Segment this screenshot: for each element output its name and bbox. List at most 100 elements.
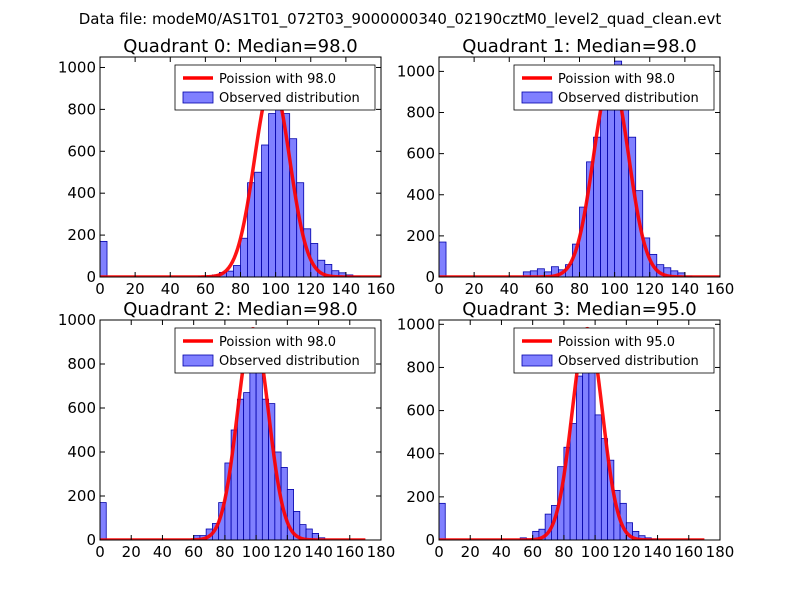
legend: Poission with 98.0 Observed distribution bbox=[513, 64, 715, 111]
subplot-quadrant-1: 0 20 40 60 80 100 120 140 160 0 200 400 600 800 1000 Qu… bbox=[397, 36, 735, 298]
x-tick-label: 60 bbox=[196, 280, 215, 298]
histogram-bar bbox=[439, 241, 447, 277]
legend-hist-label: Observed distribution bbox=[219, 354, 360, 369]
legend: Poission with 98.0 Observed distribution bbox=[174, 327, 376, 374]
x-tick-label: 80 bbox=[554, 543, 573, 561]
histogram-bar bbox=[255, 367, 263, 540]
histogram-bar bbox=[582, 362, 590, 540]
x-tick-label: 0 bbox=[434, 543, 444, 561]
y-tick-label: 400 bbox=[406, 186, 435, 204]
y-tick-label: 0 bbox=[425, 531, 435, 549]
poisson-curve bbox=[439, 326, 706, 540]
histogram-bar bbox=[243, 392, 251, 540]
y-tick-label: 0 bbox=[86, 268, 96, 286]
axes-frame bbox=[99, 319, 382, 541]
histogram-bar bbox=[100, 240, 108, 277]
y-tick-label: 800 bbox=[406, 358, 435, 376]
legend-hist-swatch bbox=[182, 354, 214, 367]
subplots-grid: 0 20 40 60 80 100 120 140 16002004006008001000Qu… bbox=[58, 36, 735, 561]
x-tick-label: 100 bbox=[242, 543, 271, 561]
histogram-bar bbox=[226, 270, 234, 277]
x-tick-label: 100 bbox=[581, 543, 610, 561]
x-tick-label: 60 bbox=[523, 543, 542, 561]
x-tick-label: 0 bbox=[95, 543, 105, 561]
x-tick-label: 180 bbox=[706, 543, 735, 561]
histogram-bar bbox=[607, 93, 616, 277]
histogram-bar bbox=[439, 502, 446, 540]
legend-hist-label: Observed distribution bbox=[558, 91, 699, 106]
y-tick-label: 1000 bbox=[397, 315, 435, 333]
histogram-bar bbox=[261, 398, 270, 540]
histogram-bar bbox=[268, 113, 277, 277]
x-tick-label: 20 bbox=[126, 280, 145, 298]
subplot-quadrant-0: 0 20 40 60 80 100 120 140 160 0 200 400 600 800 1000 Qu… bbox=[58, 36, 396, 298]
histogram-bar bbox=[233, 265, 241, 277]
legend-hist-swatch bbox=[182, 91, 214, 104]
x-tick-label: 160 bbox=[335, 543, 364, 561]
y-tick-label: 200 bbox=[67, 226, 96, 244]
histogram-bar bbox=[588, 371, 596, 540]
x-tick-label: 40 bbox=[492, 543, 511, 561]
histogram-bar bbox=[261, 144, 270, 277]
figure-suptitle: Data file: modeM0/AS1T01_072T03_90000003… bbox=[79, 10, 722, 29]
x-tick-label: 140 bbox=[643, 543, 672, 561]
y-tick-label: 0 bbox=[425, 268, 435, 286]
y-tick-label: 600 bbox=[406, 145, 435, 163]
subplot-quadrant-2: 0 20 40 60 80 100 120 140 160 180 0 200 400 600 800 100… bbox=[58, 299, 396, 561]
y-tick-label: 1000 bbox=[58, 311, 96, 329]
y-tick-label: 0 bbox=[86, 531, 96, 549]
axes-frame bbox=[438, 319, 721, 541]
subplot-quadrant-3: 0 20 40 60 80 100 120 140 160 180 0 200 400 600 800 100… bbox=[397, 299, 735, 561]
x-tick-label: 20 bbox=[465, 280, 484, 298]
legend: Poission with 98.0 Observed distribution bbox=[174, 64, 376, 111]
x-tick-label: 60 bbox=[535, 280, 554, 298]
x-tick-label: 40 bbox=[161, 280, 180, 298]
y-tick-label: 400 bbox=[67, 184, 96, 202]
histogram-bar bbox=[236, 398, 245, 540]
legend: Poission with 95.0 Observed distribution bbox=[513, 327, 715, 374]
histogram-bar bbox=[240, 237, 248, 277]
x-tick-label: 160 bbox=[706, 280, 735, 298]
x-tick-label: 0 bbox=[434, 280, 444, 298]
y-tick-label: 800 bbox=[406, 104, 435, 122]
y-tick-label: 600 bbox=[67, 399, 96, 417]
x-tick-label: 160 bbox=[674, 543, 703, 561]
histogram-bar bbox=[600, 105, 609, 277]
x-tick-label: 140 bbox=[304, 543, 333, 561]
y-tick-label: 1000 bbox=[58, 58, 96, 76]
histogram-bar bbox=[594, 414, 602, 540]
x-tick-label: 20 bbox=[461, 543, 480, 561]
y-tick-label: 800 bbox=[67, 100, 96, 118]
subplot-title: Quadrant 2: Median=98.0 bbox=[123, 299, 358, 320]
x-tick-label: 100 bbox=[261, 280, 290, 298]
y-tick-label: 1000 bbox=[397, 62, 435, 80]
subplot-title: Quadrant 1: Median=98.0 bbox=[462, 36, 697, 57]
histogram-bar bbox=[249, 361, 257, 540]
x-tick-label: 120 bbox=[635, 280, 664, 298]
legend-hist-label: Observed distribution bbox=[558, 354, 699, 369]
histogram-bar bbox=[100, 502, 107, 540]
histogram-bar bbox=[254, 171, 262, 277]
y-tick-label: 200 bbox=[406, 488, 435, 506]
histogram-bar bbox=[569, 423, 577, 540]
y-tick-label: 800 bbox=[67, 355, 96, 373]
x-tick-label: 80 bbox=[215, 543, 234, 561]
legend-line-label: Poission with 95.0 bbox=[558, 335, 675, 350]
y-tick-label: 200 bbox=[67, 487, 96, 505]
x-tick-label: 140 bbox=[671, 280, 700, 298]
histogram-bars bbox=[100, 361, 326, 540]
x-tick-label: 40 bbox=[153, 543, 172, 561]
legend-hist-label: Observed distribution bbox=[219, 91, 360, 106]
x-tick-label: 120 bbox=[296, 280, 325, 298]
subplot-title: Quadrant 3: Median=95.0 bbox=[462, 299, 697, 320]
y-tick-label: 400 bbox=[67, 443, 96, 461]
legend-hist-swatch bbox=[521, 91, 553, 104]
x-tick-label: 120 bbox=[273, 543, 302, 561]
legend-line-label: Poission with 98.0 bbox=[219, 72, 336, 87]
x-tick-label: 0 bbox=[95, 280, 105, 298]
x-tick-label: 40 bbox=[500, 280, 519, 298]
x-tick-label: 140 bbox=[332, 280, 361, 298]
x-tick-label: 20 bbox=[122, 543, 141, 561]
y-tick-label: 400 bbox=[406, 445, 435, 463]
